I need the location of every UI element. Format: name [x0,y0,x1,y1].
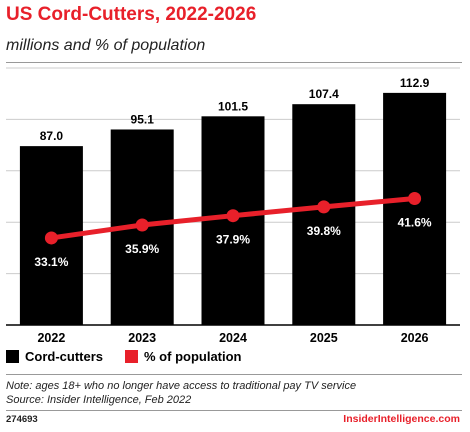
line-value-label-2024: 37.9% [216,233,250,247]
brand-link[interactable]: InsiderIntelligence.com [343,413,460,425]
bar-value-label-2025: 107.4 [309,87,339,101]
line-point-2025 [317,200,331,214]
legend-item-population: % of population [125,349,242,364]
x-tick-label-2025: 2025 [310,331,338,345]
line-point-2022 [44,231,58,245]
legend-label-population: % of population [144,349,242,364]
bar-value-label-2024: 101.5 [218,99,248,113]
legend-swatch-population [125,350,139,363]
top-divider [6,62,462,63]
line-value-label-2025: 39.8% [307,224,341,238]
chart-area: 87.0 2022 95.1 2023 101.5 2024 107.4 2025 112.9 2… [6,67,460,345]
legend-item-cord-cutters: Cord-cutters [6,349,103,364]
bar-2025 [292,104,356,325]
line-point-2024 [226,209,240,223]
bottom-divider [6,410,462,411]
legend-swatch-cord-cutters [6,350,19,363]
footer-divider [6,374,462,375]
chart-code: 274693 [6,414,38,425]
bar-value-label-2026: 112.9 [400,76,430,90]
line-value-label-2022: 33.1% [34,255,68,269]
legend-label-cord-cutters: Cord-cutters [25,349,104,364]
line-point-2023 [135,218,149,232]
chart-subtitle: millions and % of population [6,37,206,54]
line-value-label-2026: 41.6% [398,216,432,230]
x-tick-label-2024: 2024 [219,331,247,345]
line-value-label-2023: 35.9% [125,242,159,256]
footer-note: Note: ages 18+ who no longer have access… [6,380,357,392]
footer-source: Source: Insider Intelligence, Feb 2022 [6,394,192,406]
chart-title: US Cord-Cutters, 2022-2026 [6,4,257,25]
legend: Cord-cutters % of population [6,349,264,364]
x-tick-label-2023: 2023 [128,331,156,345]
bar-value-label-2023: 95.1 [131,112,155,126]
bar-2026 [383,92,447,326]
x-tick-label-2022: 2022 [37,331,65,345]
x-tick-label-2026: 2026 [401,331,429,345]
bar-value-label-2022: 87.0 [40,129,64,143]
line-point-2026 [408,192,422,206]
